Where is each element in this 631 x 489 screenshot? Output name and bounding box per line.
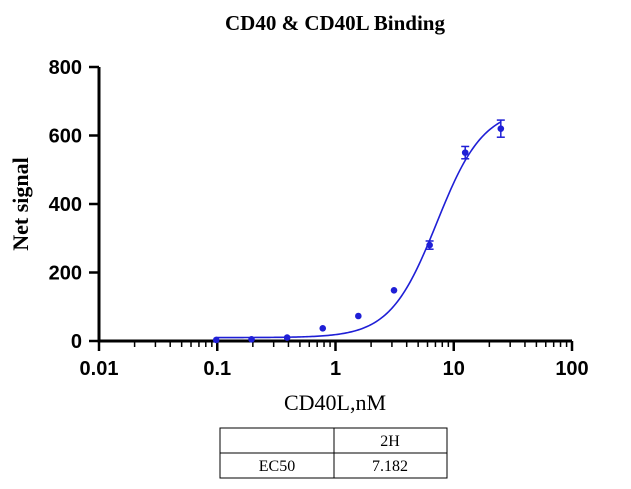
- x-tick-label: 100: [555, 358, 588, 380]
- x-axis-label: CD40L,nM: [284, 390, 386, 415]
- y-tick-label: 200: [49, 263, 82, 285]
- data-point: [497, 125, 505, 132]
- x-axis-ticks: 0.01 0.1 1 10 100: [80, 341, 589, 380]
- data-point: [390, 287, 398, 294]
- data-point: [248, 335, 255, 343]
- data-point: [212, 336, 220, 344]
- data-point: [319, 325, 327, 332]
- fit-curve: [216, 121, 502, 339]
- table-cell-ec50-label: EC50: [259, 458, 295, 475]
- x-tick-label: 1: [330, 358, 341, 380]
- x-tick-label: 0.1: [203, 358, 231, 380]
- ec50-table: 2H EC50 7.182: [219, 427, 448, 479]
- y-axis-label: Net signal: [8, 157, 33, 251]
- y-tick-label: 600: [49, 126, 82, 148]
- data-point: [355, 312, 362, 320]
- y-tick-label: 0: [71, 331, 82, 353]
- y-tick-label: 400: [49, 194, 82, 216]
- data-point: [426, 241, 433, 249]
- x-tick-label: 10: [443, 358, 465, 380]
- data-points: [212, 119, 505, 344]
- table-header-2h: 2H: [380, 433, 400, 450]
- y-tick-label: 800: [49, 57, 82, 79]
- data-point: [283, 334, 291, 341]
- chart-title: CD40 & CD40L Binding: [225, 11, 445, 35]
- x-tick-label: 0.01: [80, 358, 119, 380]
- table-cell-ec50-value: 7.182: [372, 458, 408, 475]
- data-point: [461, 149, 469, 156]
- fit-curve-group: [216, 121, 502, 339]
- axes: [97, 67, 572, 343]
- y-axis-ticks: 0 200 400 600 800: [49, 57, 99, 353]
